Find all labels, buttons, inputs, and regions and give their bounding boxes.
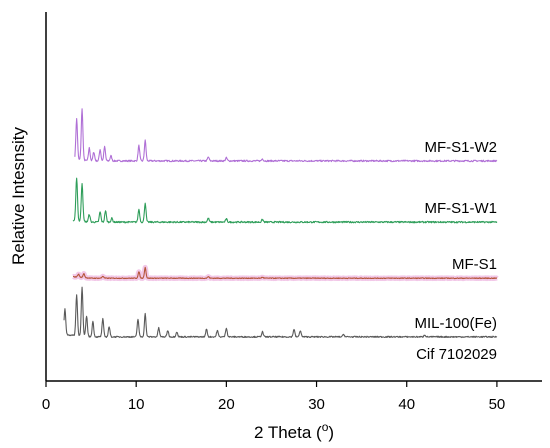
x-tick-label: 40 [398, 396, 415, 413]
x-tick-label: 0 [42, 396, 50, 413]
series-glow-mf-s1 [71, 264, 499, 282]
x-tick-label: 10 [128, 396, 145, 413]
series-label: MIL-100(Fe) [414, 315, 497, 332]
series-label: MF-S1 [452, 256, 497, 273]
series-labels: MF-S1-W2 MF-S1-W1 MF-S1 MIL-100(Fe) Cif 7102… [414, 139, 497, 363]
x-tick-label: 20 [218, 396, 235, 413]
x-axis-ticks: 0 10 20 30 40 50 [42, 381, 505, 413]
series-line-mf-s1-w2 [74, 108, 498, 163]
plot-area [63, 108, 499, 339]
series-line-mf-s1-w1 [72, 177, 498, 224]
series-label: MF-S1-W1 [425, 200, 498, 217]
series-label: MF-S1-W2 [425, 139, 498, 156]
y-axis-title: Relative Intesnsity [9, 127, 28, 265]
x-axis-title: 2 Theta (o) [254, 420, 334, 442]
series-line-mil-100-fe [63, 286, 498, 339]
series-line-mf-s1 [72, 266, 498, 280]
series-label: Cif 7102029 [416, 346, 497, 363]
x-tick-label: 50 [489, 396, 506, 413]
x-tick-label: 30 [308, 396, 325, 413]
